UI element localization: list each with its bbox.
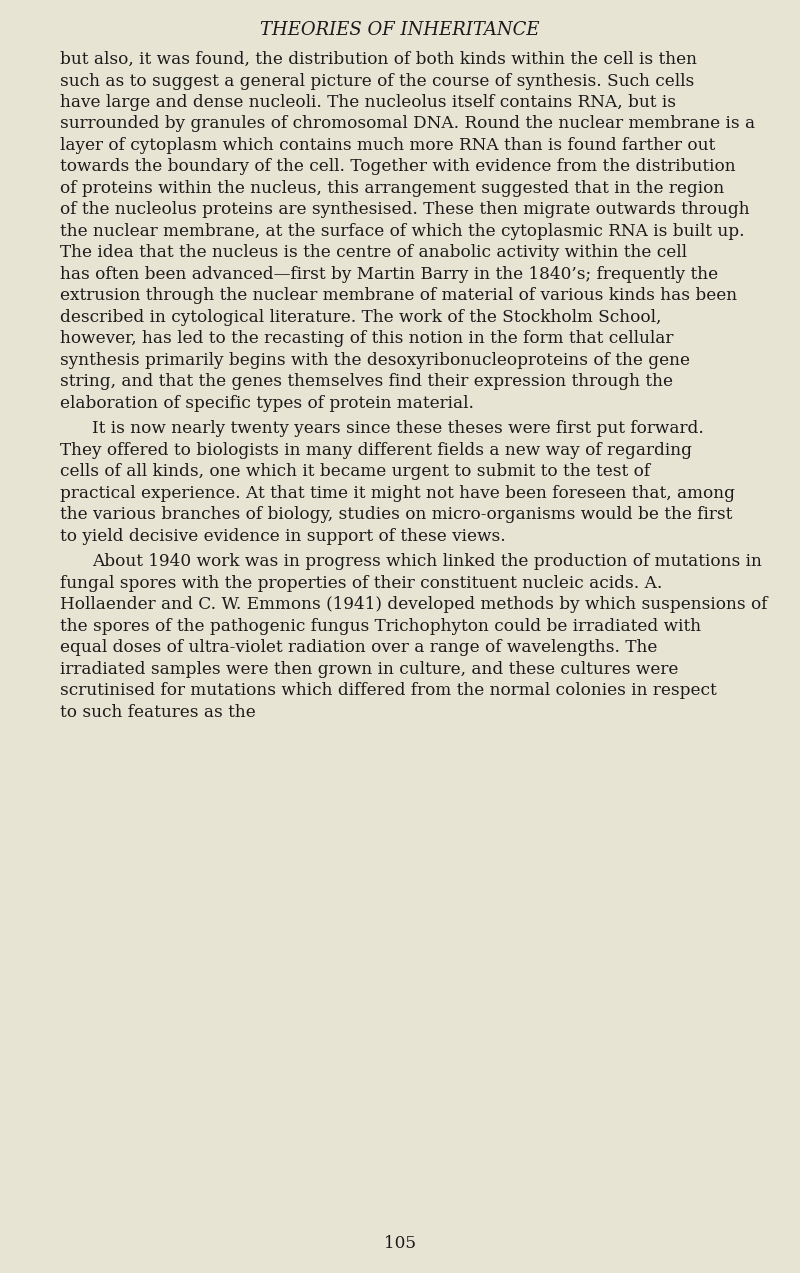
- Text: have large and dense nucleoli. The nucleolus itself contains RNA, but is: have large and dense nucleoli. The nucle…: [60, 94, 676, 111]
- Text: THEORIES OF INHERITANCE: THEORIES OF INHERITANCE: [260, 20, 540, 39]
- Text: to yield decisive evidence in support of these views.: to yield decisive evidence in support of…: [60, 528, 506, 545]
- Text: of the nucleolus proteins are synthesised. These then migrate outwards through: of the nucleolus proteins are synthesise…: [60, 201, 750, 219]
- Text: They offered to biologists in many different fields a new way of regarding: They offered to biologists in many diffe…: [60, 442, 692, 460]
- Text: towards the boundary of the cell. Together with evidence from the distribution: towards the boundary of the cell. Togeth…: [60, 159, 736, 176]
- Text: irradiated samples were then grown in culture, and these cultures were: irradiated samples were then grown in cu…: [60, 661, 678, 679]
- Text: Hollaender and C. W. Emmons (1941) developed methods by which suspensions of: Hollaender and C. W. Emmons (1941) devel…: [60, 597, 767, 614]
- Text: the nuclear membrane, at the surface of which the cytoplasmic RNA is built up.: the nuclear membrane, at the surface of …: [60, 223, 745, 241]
- Text: surrounded by granules of chromosomal DNA. Round the nuclear membrane is a: surrounded by granules of chromosomal DN…: [60, 116, 755, 132]
- Text: practical experience. At that time it might not have been foreseen that, among: practical experience. At that time it mi…: [60, 485, 735, 502]
- Text: scrutinised for mutations which differed from the normal colonies in respect: scrutinised for mutations which differed…: [60, 682, 717, 699]
- Text: 105: 105: [384, 1235, 416, 1253]
- Text: equal doses of ultra-violet radiation over a range of wavelengths. The: equal doses of ultra-violet radiation ov…: [60, 639, 658, 657]
- Text: but also, it was found, the distribution of both kinds within the cell is then: but also, it was found, the distribution…: [60, 51, 697, 67]
- Text: string, and that the genes themselves find their expression through the: string, and that the genes themselves fi…: [60, 373, 673, 391]
- Text: described in cytological literature. The work of the Stockholm School,: described in cytological literature. The…: [60, 309, 662, 326]
- Text: such as to suggest a general picture of the course of synthesis. Such cells: such as to suggest a general picture of …: [60, 73, 694, 89]
- Text: however, has led to the recasting of this notion in the form that cellular: however, has led to the recasting of thi…: [60, 331, 674, 348]
- Text: the various branches of biology, studies on micro-organisms would be the first: the various branches of biology, studies…: [60, 507, 732, 523]
- Text: It is now nearly twenty years since these theses were first put forward.: It is now nearly twenty years since thes…: [92, 420, 704, 438]
- Text: fungal spores with the properties of their constituent nucleic acids. A.: fungal spores with the properties of the…: [60, 575, 662, 592]
- Text: has often been advanced—first by Martin Barry in the 1840’s; frequently the: has often been advanced—first by Martin …: [60, 266, 718, 283]
- Text: About 1940 work was in progress which linked the production of mutations in: About 1940 work was in progress which li…: [92, 554, 762, 570]
- Text: layer of cytoplasm which contains much more RNA than is found farther out: layer of cytoplasm which contains much m…: [60, 137, 715, 154]
- Text: of proteins within the nucleus, this arrangement suggested that in the region: of proteins within the nucleus, this arr…: [60, 179, 724, 197]
- Text: cells of all kinds, one which it became urgent to submit to the test of: cells of all kinds, one which it became …: [60, 463, 650, 480]
- Text: elaboration of specific types of protein material.: elaboration of specific types of protein…: [60, 395, 474, 412]
- Text: extrusion through the nuclear membrane of material of various kinds has been: extrusion through the nuclear membrane o…: [60, 288, 737, 304]
- Text: to such features as the: to such features as the: [60, 704, 256, 721]
- Text: synthesis primarily begins with the desoxyribonucleoproteins of the gene: synthesis primarily begins with the deso…: [60, 353, 690, 369]
- Text: The idea that the nucleus is the centre of anabolic activity within the cell: The idea that the nucleus is the centre …: [60, 244, 687, 261]
- Text: the spores of the pathogenic fungus Trichophyton could be irradiated with: the spores of the pathogenic fungus Tric…: [60, 617, 701, 635]
